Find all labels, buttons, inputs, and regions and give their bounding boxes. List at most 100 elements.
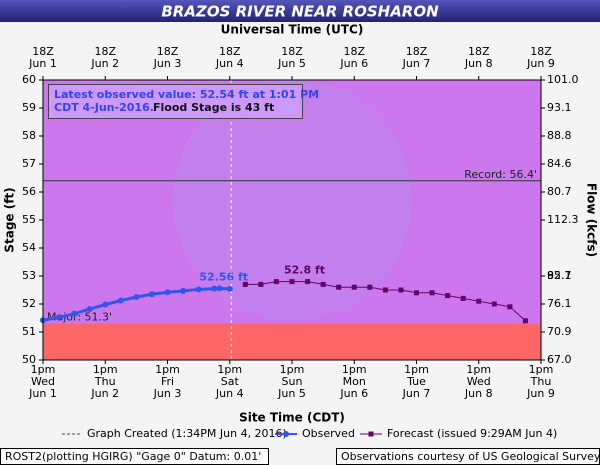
y2-tick-label: 76.1 (547, 297, 572, 310)
observed-point (164, 289, 171, 296)
legend-label: Forecast (issued 9:29AM Jun 4) (387, 427, 557, 440)
x-tick-label: Wed (467, 375, 491, 388)
forecast-point (336, 284, 342, 290)
forecast-point (351, 284, 357, 290)
chart-title: BRAZOS RIVER NEAR ROSHARON (161, 3, 439, 21)
forecast-point (460, 295, 466, 301)
x-tick-label: Wed (31, 375, 55, 388)
y-tick-label: 54 (22, 241, 36, 254)
x-tick-label: Jun 7 (402, 57, 431, 70)
x-tick-label: Jun 4 (215, 387, 244, 400)
observed-point (148, 291, 155, 298)
x-tick-label: Jun 3 (153, 57, 182, 70)
observed-point (195, 286, 202, 293)
x-tick-label: Jun 6 (339, 387, 368, 400)
x-tick-label: 1pm (466, 363, 491, 376)
forecast-point (491, 301, 497, 307)
y-tick-label: 51 (22, 325, 36, 338)
footer-right: Observations courtesy of US Geological S… (341, 450, 600, 463)
y-tick-label: 50 (22, 353, 36, 366)
y2-tick-label: 88.8 (547, 129, 572, 142)
y2-tick-label: 67.0 (547, 353, 572, 366)
observed-point (216, 285, 223, 292)
forecast-point (289, 279, 295, 285)
y-axis-label: Stage (ft) (3, 187, 17, 252)
legend-forecast-marker (368, 431, 374, 437)
x-tick-label: 18Z (281, 45, 303, 58)
observed-point (133, 294, 140, 300)
x-tick-label: 18Z (530, 45, 552, 58)
x-tick-label: 18Z (157, 45, 179, 58)
x-tick-label: Jun 8 (464, 387, 493, 400)
major-zone (43, 323, 541, 360)
forecast-point (398, 287, 404, 293)
observed-point (55, 314, 62, 321)
x-tick-label: 1pm (342, 363, 367, 376)
x-tick-label: 18Z (219, 45, 241, 58)
annotation: 52.8 ft (284, 264, 325, 277)
x-tick-label: Jun 1 (28, 57, 57, 70)
observed-point (226, 285, 233, 292)
y2-tick-label: 80.7 (547, 185, 572, 198)
x-tick-label: Jun 4 (215, 57, 244, 70)
x-tick-label: Mon (343, 375, 366, 388)
x-tick-label: Jun 2 (90, 57, 119, 70)
y2-tick-label: 70.9 (547, 325, 572, 338)
observed-point (117, 297, 124, 304)
x-tick-label: 18Z (468, 45, 490, 58)
forecast-point (305, 279, 311, 285)
x-tick-label: Thu (530, 375, 552, 388)
legend-label: Observed (302, 427, 355, 440)
y-tick-label: 58 (22, 129, 36, 142)
x-tick-label: 1pm (280, 363, 305, 376)
x-tick-label: Jun 9 (526, 387, 555, 400)
y2-axis-label: Flow (kcfs) (585, 183, 599, 257)
x-tick-label: Jun 5 (277, 387, 306, 400)
y2-tick-label: 95.1 (547, 269, 572, 282)
x-tick-label: Jun 9 (526, 57, 555, 70)
y2-tick-label: 93.1 (547, 101, 572, 114)
plot-frame (42, 79, 542, 361)
x-tick-label: 18Z (94, 45, 116, 58)
x-tick-label: 1pm (155, 363, 180, 376)
y-tick-label: 59 (22, 101, 36, 114)
forecast-point (507, 304, 513, 310)
forecast-point (522, 318, 528, 324)
x-tick-label: 1pm (404, 363, 429, 376)
annotation: 52.56 ft (199, 270, 248, 283)
y-tick-label: 57 (22, 157, 36, 170)
x-tick-label: 18Z (32, 45, 54, 58)
y2-tick-label: 84.6 (547, 157, 572, 170)
forecast-point (320, 281, 326, 287)
x-tick-label: Fri (161, 375, 174, 388)
y-tick-label: 60 (22, 73, 36, 86)
info-box (48, 84, 303, 119)
y2-tick-label: 101.0 (547, 73, 579, 86)
forecast-point (273, 279, 279, 285)
info-line: Latest observed value: 52.54 ft at 1:01 … (54, 88, 319, 101)
observed-point (102, 301, 109, 308)
x-tick-label: Jun 3 (153, 387, 182, 400)
x-tick-label: Jun 5 (277, 57, 306, 70)
observed-point (211, 285, 218, 292)
legend-label: Graph Created (1:34PM Jun 4, 2016) (87, 427, 287, 440)
forecast-point (382, 287, 388, 293)
x-tick-label: 18Z (343, 45, 365, 58)
y2-tick-label: 82.7 (547, 269, 572, 282)
watermark (172, 80, 412, 320)
x-tick-label: Sat (221, 375, 240, 388)
forecast-point (429, 290, 435, 296)
info-line: Flood Stage is 43 ft (153, 101, 274, 114)
x-tick-label: Jun 8 (464, 57, 493, 70)
x-tick-label: Jun 6 (339, 57, 368, 70)
x-tick-label: 1pm (529, 363, 554, 376)
title-bar (0, 0, 600, 22)
x-tick-label: 1pm (93, 363, 118, 376)
x-tick-label: Jun 1 (28, 387, 57, 400)
forecast-point (242, 281, 248, 287)
y-tick-label: 52 (22, 297, 36, 310)
y2-tick-label: 112.3 (547, 213, 579, 226)
info-line: CDT 4-Jun-2016. (54, 101, 154, 114)
forecast-point (476, 298, 482, 304)
